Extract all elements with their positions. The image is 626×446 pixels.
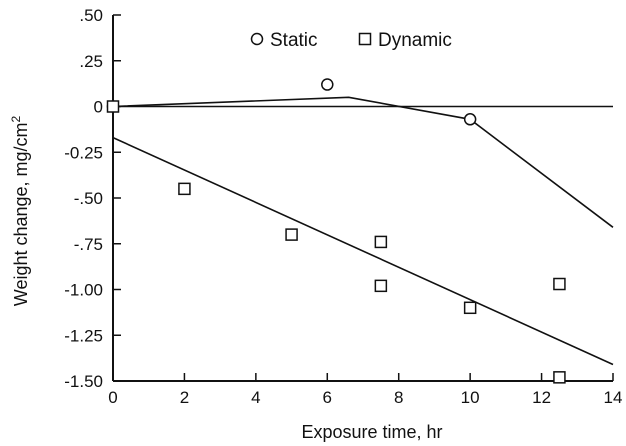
y-axis-title-superscript: 2: [9, 115, 23, 122]
x-tick-label: 8: [394, 388, 403, 407]
plot-area: 0 2 4 6 8 10 12 14 .50 .25 0 -0.25 -.50 -.75 -1.00 -1.2…: [64, 6, 622, 407]
data-marks: [106, 78, 614, 384]
y-tick-label: -.50: [74, 189, 103, 208]
legend-static-marker: [250, 32, 264, 46]
y-tick-label: .25: [79, 52, 103, 71]
x-tick-label: 10: [461, 388, 480, 407]
dynamic-fit-line: [112, 136, 614, 366]
x-axis-title: Exposure time, hr: [301, 422, 442, 442]
y-tick-label: -1.50: [64, 372, 103, 391]
y-axis-title-main: Weight change, mg/cm: [11, 122, 31, 306]
y-tick-label: 0: [94, 98, 103, 117]
dynamic-point: [374, 235, 388, 249]
x-tick-label: 4: [251, 388, 260, 407]
dynamic-point: [178, 182, 191, 196]
y-tick-label: -1.25: [64, 326, 103, 345]
x-tick-label: 2: [180, 388, 189, 407]
y-tick-label: .50: [79, 6, 103, 25]
x-tick-label: 12: [532, 388, 551, 407]
dynamic-point: [463, 301, 477, 315]
dynamic-point: [374, 279, 388, 293]
static-point: [463, 113, 477, 126]
static-fit-line: [112, 96, 614, 228]
legend-dynamic-marker: [358, 32, 372, 46]
y-tick-label: -0.25: [64, 143, 103, 162]
legend-dynamic-label: Dynamic: [378, 30, 452, 51]
dynamic-point: [285, 228, 298, 241]
dynamic-point: [553, 371, 566, 384]
y-tick-label: -1.00: [64, 281, 103, 300]
x-tick-label: 14: [604, 388, 623, 407]
legend-static-label: Static: [270, 30, 318, 51]
legend: Static Dynamic: [250, 30, 452, 51]
y-tick-label: -.75: [74, 235, 103, 254]
x-tick-label: 0: [108, 388, 117, 407]
dynamic-point: [553, 277, 566, 291]
dynamic-point: [106, 100, 120, 113]
y-axis-title: Weight change, mg/cm2: [9, 115, 31, 306]
x-tick-label: 6: [323, 388, 332, 407]
static-point: [321, 78, 334, 91]
